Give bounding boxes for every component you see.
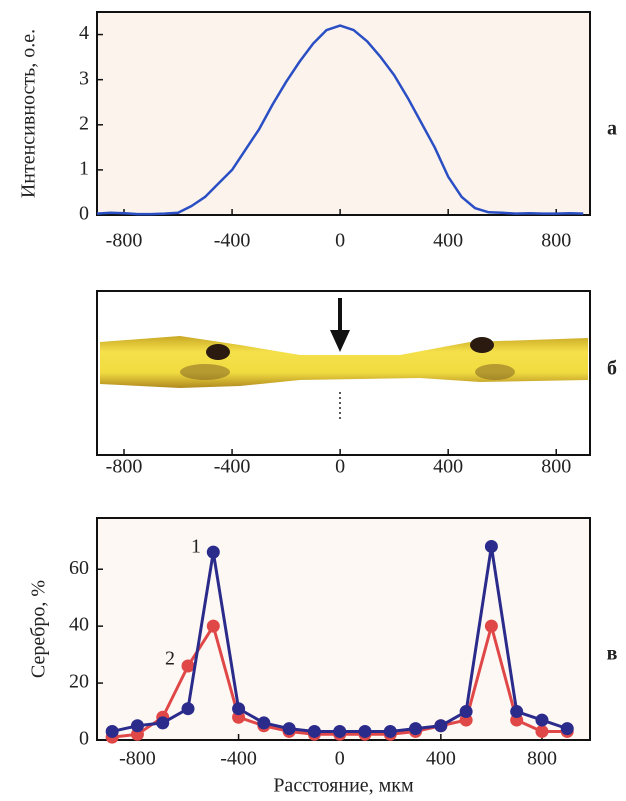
y-tick-label: 3 [79, 67, 89, 89]
x-tick-label: -800 [119, 748, 156, 770]
y-tick-label: 20 [69, 671, 89, 693]
data-point [535, 713, 549, 727]
data-point [434, 719, 448, 733]
data-point [206, 545, 220, 559]
wire-photo [98, 291, 589, 454]
data-point [484, 539, 498, 553]
data-point [206, 619, 220, 633]
x-tick-label: 800 [541, 230, 571, 252]
plot-frame [96, 517, 591, 741]
data-point [130, 719, 144, 733]
panel-label: в [607, 643, 618, 665]
spot [180, 364, 230, 380]
plot-frame [96, 290, 591, 456]
data-point [257, 716, 271, 730]
y-tick-label: 1 [79, 157, 89, 179]
x-axis-label: Расстояние, мкм [273, 775, 414, 797]
data-point [358, 724, 372, 738]
data-point [560, 722, 574, 736]
data-point [484, 619, 498, 633]
x-tick-label: 800 [527, 748, 557, 770]
data-point [409, 722, 423, 736]
data-point [459, 705, 473, 719]
y-axis-label: Серебро, % [28, 580, 50, 678]
x-tick-label: 800 [541, 456, 571, 478]
x-tick-label: -400 [214, 230, 251, 252]
x-tick-label: 400 [433, 230, 463, 252]
data-point [535, 724, 549, 738]
x-tick-label: -800 [106, 230, 143, 252]
x-tick-label: -400 [220, 748, 257, 770]
data-point [510, 705, 524, 719]
plot-background [97, 518, 590, 740]
data-point [181, 702, 195, 716]
data-point [307, 724, 321, 738]
data-point [383, 724, 397, 738]
data-point [333, 724, 347, 738]
y-tick-label: 2 [79, 112, 89, 134]
spot [206, 344, 230, 360]
y-tick-label: 60 [69, 557, 89, 579]
spot [475, 364, 515, 380]
x-tick-label: 400 [426, 748, 456, 770]
y-tick-label: 4 [79, 22, 89, 44]
spot [470, 337, 494, 353]
y-tick-label: 40 [69, 614, 89, 636]
y-axis-label: Интенсивность, о.е. [18, 29, 40, 198]
plot-frame [96, 11, 591, 216]
arrow-head [330, 330, 350, 352]
x-tick-label: 0 [335, 456, 345, 478]
series-label: 1 [191, 536, 201, 558]
y-tick-label: 0 [79, 203, 89, 225]
data-point [232, 702, 246, 716]
x-tick-label: 0 [335, 748, 345, 770]
panel-label: б [607, 358, 617, 380]
x-tick-label: -800 [106, 456, 143, 478]
data-point [181, 659, 195, 673]
x-tick-label: 400 [433, 456, 463, 478]
data-line [96, 24, 584, 216]
panel-label: а [607, 118, 617, 140]
data-point [105, 724, 119, 738]
plot-background [97, 12, 590, 215]
x-tick-label: -400 [214, 456, 251, 478]
data-point [282, 722, 296, 736]
x-tick-label: 0 [335, 230, 345, 252]
y-tick-label: 0 [79, 728, 89, 750]
series-label: 2 [165, 648, 175, 670]
data-point [156, 716, 170, 730]
